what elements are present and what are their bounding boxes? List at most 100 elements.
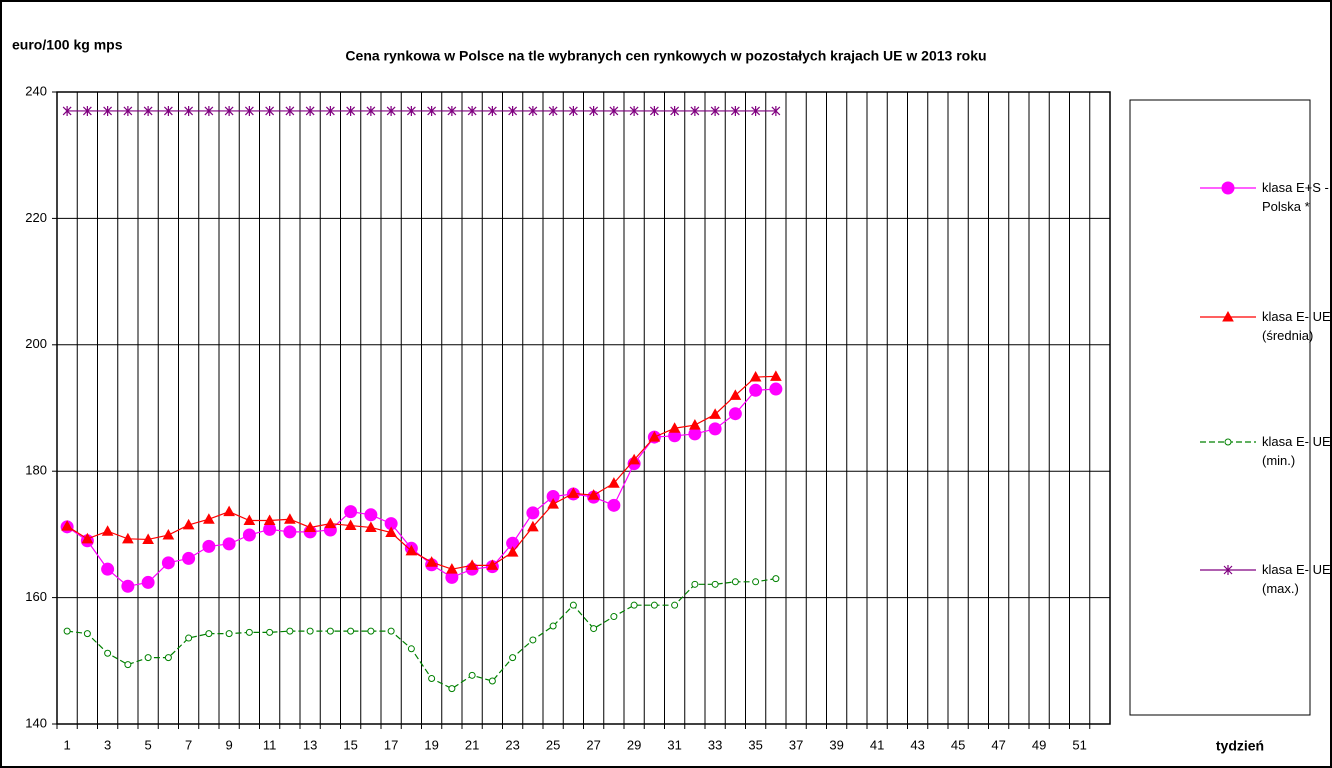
data-point (161, 556, 175, 570)
data-point (405, 544, 418, 556)
data-point (690, 105, 700, 116)
data-point (266, 628, 274, 636)
data-point (567, 487, 580, 498)
data-point (325, 105, 335, 116)
data-point (630, 601, 638, 609)
data-point (770, 370, 782, 381)
data-point (425, 556, 438, 567)
data-point (670, 105, 680, 116)
data-point (508, 105, 518, 116)
data-point (143, 105, 153, 116)
data-point (141, 575, 155, 589)
x-tick-label: 5 (145, 737, 152, 752)
data-point (164, 654, 172, 662)
data-point (486, 559, 499, 570)
x-tick-label: 43 (910, 737, 924, 752)
data-point (1222, 310, 1234, 322)
data-point (711, 580, 719, 588)
data-point (749, 383, 763, 397)
data-point (366, 105, 376, 116)
data-point (610, 613, 618, 621)
data-point (162, 529, 175, 540)
data-point (163, 105, 173, 116)
data-point (529, 636, 537, 644)
data-point (526, 506, 540, 520)
x-tick-label: 49 (1032, 737, 1046, 752)
data-point (689, 419, 701, 430)
x-tick-label: 41 (870, 737, 884, 752)
data-point (772, 575, 780, 583)
data-point (101, 562, 115, 576)
data-point (731, 578, 739, 586)
x-tick-label: 9 (226, 737, 233, 752)
data-point (304, 521, 316, 532)
x-tick-label: 29 (627, 737, 641, 752)
data-point (506, 546, 519, 557)
x-tick-label: 23 (505, 737, 519, 752)
x-tick-label: 47 (991, 737, 1005, 752)
data-point (608, 477, 620, 488)
data-point (569, 601, 577, 609)
data-point (346, 105, 356, 116)
data-point (406, 105, 416, 116)
data-point (650, 601, 658, 609)
data-point (121, 579, 135, 593)
data-point (185, 634, 193, 642)
data-point (222, 537, 236, 551)
data-point (83, 630, 91, 638)
data-point (103, 105, 113, 116)
data-point (708, 422, 722, 436)
data-point (467, 105, 477, 116)
data-point (1223, 565, 1233, 575)
data-point (509, 654, 517, 662)
x-tick-label: 1 (64, 737, 71, 752)
data-point (82, 105, 92, 116)
data-point (61, 520, 73, 531)
data-point (245, 628, 253, 636)
data-point (285, 105, 295, 116)
x-tick-label: 17 (384, 737, 398, 752)
data-point (242, 528, 256, 542)
x-tick-label: 33 (708, 737, 722, 752)
data-point (568, 105, 578, 116)
y-tick-label: 200 (25, 336, 47, 351)
data-point (184, 105, 194, 116)
x-tick-label: 39 (829, 737, 843, 752)
data-point (122, 532, 134, 544)
data-point (223, 505, 235, 517)
data-point (243, 514, 256, 525)
data-point (1224, 438, 1232, 446)
data-point (649, 105, 659, 116)
x-tick-label: 11 (263, 737, 277, 752)
data-point (730, 105, 740, 116)
data-point (144, 654, 152, 662)
data-point (305, 105, 315, 116)
data-point (629, 105, 639, 116)
data-point (589, 105, 599, 116)
data-point (448, 685, 456, 693)
data-point (729, 389, 742, 400)
data-point (527, 520, 539, 532)
x-tick-label: 45 (951, 737, 965, 752)
x-tick-label: 37 (789, 737, 803, 752)
y-tick-label: 140 (25, 715, 47, 730)
data-point (286, 627, 294, 635)
data-point (205, 630, 213, 638)
legend-box (1129, 99, 1311, 716)
data-point (81, 532, 94, 544)
data-point (446, 563, 458, 574)
data-point (488, 677, 496, 685)
data-point (324, 517, 337, 529)
x-tick-label: 31 (667, 737, 681, 752)
data-point (728, 407, 742, 421)
data-point (265, 105, 275, 116)
data-point (182, 518, 195, 530)
legend-label: klasa E- UE (średnia) (1262, 309, 1331, 343)
data-point (385, 526, 397, 538)
data-point (344, 519, 357, 531)
data-point (587, 489, 600, 500)
data-point (101, 525, 114, 536)
x-tick-label: 27 (586, 737, 600, 752)
x-tick-label: 15 (343, 737, 357, 752)
